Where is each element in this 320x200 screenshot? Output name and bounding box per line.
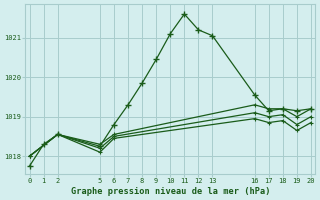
X-axis label: Graphe pression niveau de la mer (hPa): Graphe pression niveau de la mer (hPa) [70, 187, 270, 196]
